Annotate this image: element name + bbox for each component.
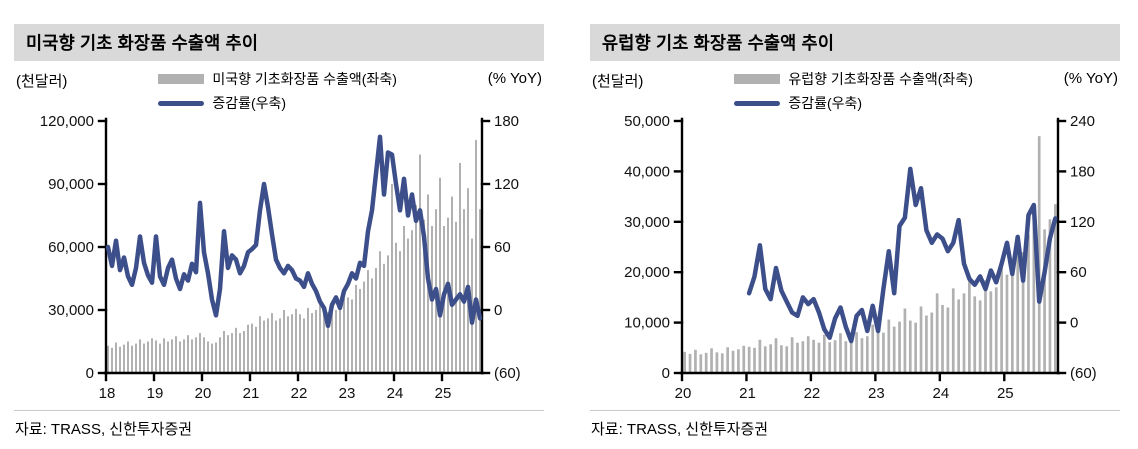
svg-text:180: 180 [1070, 163, 1095, 180]
svg-text:50,000: 50,000 [624, 113, 670, 130]
svg-text:20: 20 [195, 385, 212, 402]
svg-text:(60): (60) [1070, 365, 1097, 382]
chart-title-us: 미국향 기초 화장품 수출액 추이 [14, 24, 544, 61]
right-axis-unit: (% YoY) [487, 70, 542, 87]
chart-panel-us: 미국향 기초 화장품 수출액 추이 (천달러) 미국향 기초화장품 수출액(좌축… [14, 24, 544, 439]
line-series-swatch [158, 100, 205, 106]
source-note-us: 자료: TRASS, 신한투자증권 [14, 410, 544, 439]
svg-text:120,000: 120,000 [40, 113, 94, 130]
bar-series-swatch [158, 74, 205, 84]
left-axis-unit: (천달러) [592, 73, 644, 90]
svg-text:24: 24 [932, 385, 949, 402]
legend: 미국향 기초화장품 수출액(좌축) 증감률(우축) [158, 69, 397, 113]
svg-text:21: 21 [243, 385, 260, 402]
combo-chart-us: 0 30,000 60,000 90,000 120,000 (60) 0 60 120 180 1… [40, 113, 521, 402]
svg-text:60,000: 60,000 [48, 239, 94, 256]
legend-row-line: 증감률(우축) [734, 93, 973, 113]
svg-text:25: 25 [435, 385, 452, 402]
legend: 유럽향 기초화장품 수출액(좌축) 증감률(우축) [734, 69, 973, 113]
svg-text:60: 60 [1070, 264, 1087, 281]
chart-header-us: (천달러) 미국향 기초화장품 수출액(좌축) 증감률(우축) (% YoY) [14, 61, 544, 111]
svg-text:30,000: 30,000 [624, 214, 670, 231]
svg-text:0: 0 [1070, 315, 1078, 332]
combo-chart-europe: 0 10,000 20,000 30,000 40,000 50,000 (60) 0 60 12… [624, 113, 1097, 402]
chart-panel-europe: 유럽향 기초 화장품 수출액 추이 (천달러) 유럽향 기초화장품 수출액(좌축… [590, 24, 1120, 439]
svg-text:(60): (60) [494, 365, 521, 382]
chart-title-europe: 유럽향 기초 화장품 수출액 추이 [590, 24, 1120, 61]
svg-text:23: 23 [868, 385, 885, 402]
legend-row-bars: 미국향 기초화장품 수출액(좌축) [158, 69, 397, 89]
svg-text:21: 21 [739, 385, 756, 402]
svg-text:23: 23 [339, 385, 356, 402]
svg-text:25: 25 [997, 385, 1014, 402]
svg-text:30,000: 30,000 [48, 302, 94, 319]
svg-text:22: 22 [804, 385, 821, 402]
line-series-swatch [734, 100, 781, 106]
svg-text:0: 0 [494, 302, 502, 319]
svg-text:0: 0 [662, 365, 670, 382]
svg-text:19: 19 [147, 385, 164, 402]
chart-header-europe: (천달러) 유럽향 기초화장품 수출액(좌축) 증감률(우축) (% YoY) [590, 61, 1120, 111]
svg-text:240: 240 [1070, 113, 1095, 130]
svg-text:120: 120 [494, 176, 519, 193]
legend-row-line: 증감률(우축) [158, 93, 397, 113]
svg-text:180: 180 [494, 113, 519, 130]
svg-text:24: 24 [387, 385, 404, 402]
cosmetics-export-figure: 미국향 기초 화장품 수출액 추이 (천달러) 미국향 기초화장품 수출액(좌축… [14, 24, 1120, 439]
legend-row-bars: 유럽향 기초화장품 수출액(좌축) [734, 69, 973, 89]
legend-label-line: 증감률(우축) [788, 95, 863, 111]
legend-label-bars: 유럽향 기초화장품 수출액(좌축) [788, 71, 973, 87]
svg-text:0: 0 [86, 365, 94, 382]
right-axis-unit: (% YoY) [1063, 70, 1118, 87]
svg-text:60: 60 [494, 239, 511, 256]
bar-series-swatch [734, 74, 781, 84]
left-axis-unit: (천달러) [16, 73, 68, 90]
legend-label-bars: 미국향 기초화장품 수출액(좌축) [212, 71, 397, 87]
svg-text:20: 20 [675, 385, 692, 402]
svg-text:20,000: 20,000 [624, 264, 670, 281]
svg-text:120: 120 [1070, 214, 1095, 231]
source-note-europe: 자료: TRASS, 신한투자증권 [590, 410, 1120, 439]
svg-text:90,000: 90,000 [48, 176, 94, 193]
legend-label-line: 증감률(우축) [212, 95, 287, 111]
svg-text:40,000: 40,000 [624, 163, 670, 180]
svg-text:10,000: 10,000 [624, 315, 670, 332]
svg-text:22: 22 [291, 385, 308, 402]
svg-text:18: 18 [99, 385, 116, 402]
